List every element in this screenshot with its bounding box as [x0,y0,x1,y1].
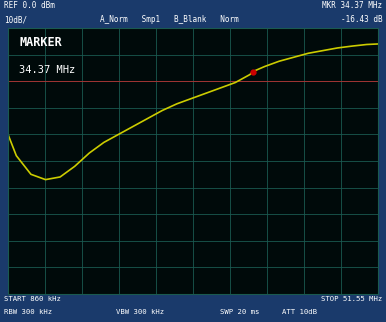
Text: A_Norm   Smp1   B_Blank   Norm: A_Norm Smp1 B_Blank Norm [100,15,239,24]
Text: ATT 10dB: ATT 10dB [282,309,317,316]
Text: 10dB/: 10dB/ [4,15,27,24]
Text: RBW 300 kHz: RBW 300 kHz [4,309,52,316]
Text: 34.37 MHz: 34.37 MHz [19,65,75,75]
Text: MARKER: MARKER [19,36,62,49]
Text: SWP 20 ms: SWP 20 ms [220,309,259,316]
Text: STOP 51.55 MHz: STOP 51.55 MHz [321,296,382,302]
Text: START 860 kHz: START 860 kHz [4,296,61,302]
Text: MKR 34.37 MHz: MKR 34.37 MHz [322,1,382,10]
Text: VBW 300 kHz: VBW 300 kHz [116,309,164,316]
Text: -16.43 dB: -16.43 dB [340,15,382,24]
Text: REF 0.0 dBm: REF 0.0 dBm [4,1,55,10]
